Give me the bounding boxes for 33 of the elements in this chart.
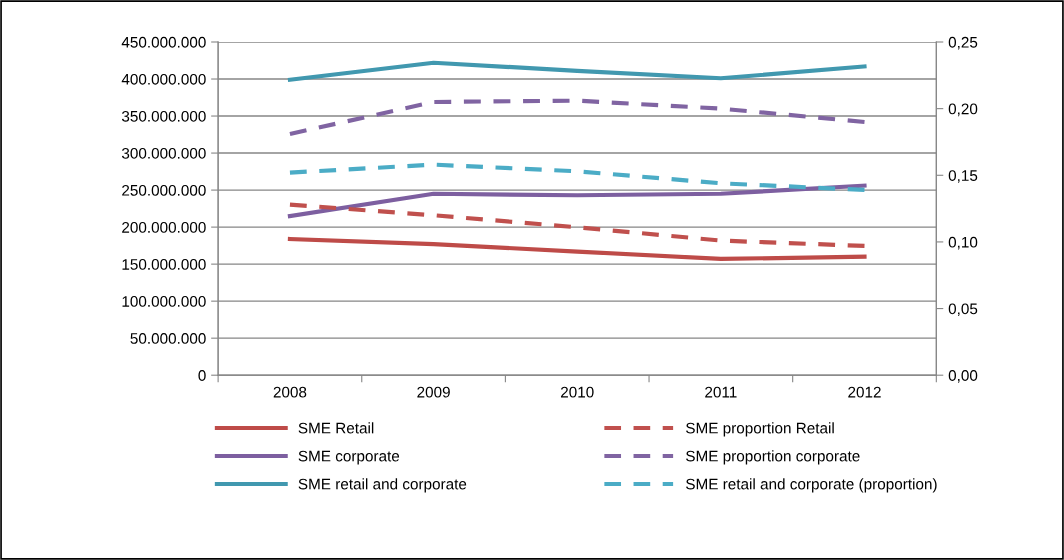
line-series xyxy=(287,162,867,193)
y2-tick-label: 0,15 xyxy=(948,170,978,183)
y2-tick-label: 0,00 xyxy=(948,370,978,383)
line-series xyxy=(287,236,867,262)
y-tick-label: 50.000.000 xyxy=(130,333,206,344)
y-tick-label: 300.000.000 xyxy=(121,147,206,159)
y2-tick-label: 0,20 xyxy=(948,103,978,117)
legend-label: SME proportion Retail xyxy=(686,422,834,437)
x-tick-label: 2010 xyxy=(561,386,594,398)
line-series xyxy=(287,202,867,249)
legend-label: SME proportion corporate xyxy=(686,450,860,465)
legend-label: SME corporate xyxy=(298,450,400,465)
x-tick-label: 2011 xyxy=(705,386,737,398)
y-tick-label: 100.000.000 xyxy=(122,296,206,307)
line-series xyxy=(287,98,867,137)
legend-label: SME retail and corporate (proportion) xyxy=(686,478,937,493)
x-tick-label: 2008 xyxy=(273,386,307,398)
y2-tick-label: 0,25 xyxy=(948,36,978,50)
y-tick-label: 450.000.000 xyxy=(121,36,206,48)
y2-tick-label: 0,10 xyxy=(948,236,978,250)
y-tick-label: 150.000.000 xyxy=(122,259,206,270)
x-tick-label: 2009 xyxy=(417,386,450,398)
y-tick-label: 350.000.000 xyxy=(121,110,206,122)
line-series xyxy=(287,60,867,82)
legend-label: SME Retail xyxy=(298,422,374,434)
y-tick-label: 0 xyxy=(198,370,206,381)
y2-tick-label: 0,05 xyxy=(948,303,978,317)
y-tick-label: 200.000.000 xyxy=(122,221,206,233)
line-series xyxy=(287,183,867,219)
y-tick-label: 250.000.000 xyxy=(122,184,206,196)
legend-label: SME retail and corporate xyxy=(298,478,467,493)
x-tick-label: 2012 xyxy=(848,386,881,398)
y-tick-label: 400.000.000 xyxy=(121,73,206,85)
